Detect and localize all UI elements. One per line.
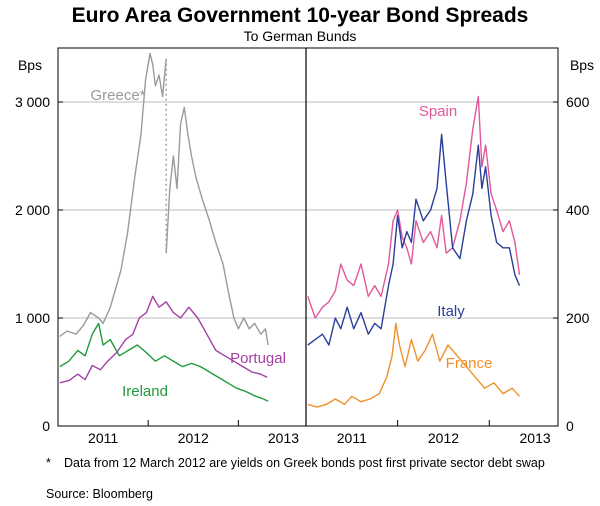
xtick-label-left-0: 2011 (88, 430, 118, 446)
series-label-right-0: Spain (419, 103, 457, 120)
plot-area: 0 1 000 2 000 3 000 Bps 2011 2012 2013 Greece* Po… (15, 47, 594, 446)
xtick-label-left-1: 2012 (178, 430, 209, 446)
ytick-label-right-3: 600 (566, 94, 590, 110)
series-line-left-3 (59, 295, 268, 384)
series-label-right-2: France (446, 355, 493, 372)
xtick-label-right-0: 2011 (337, 430, 367, 446)
chart-frame (57, 47, 559, 427)
series-label-left-0: Greece* (90, 87, 145, 104)
series-label-right-1: Italy (437, 303, 465, 320)
footnote-marker: * (46, 456, 51, 470)
series-line-right-0 (307, 95, 521, 319)
chart-subtitle: To German Bunds (244, 28, 357, 44)
chart-title: Euro Area Government 10-year Bond Spread… (72, 4, 529, 27)
series-line-right-1 (307, 133, 521, 346)
ytick-label-right-0: 0 (566, 418, 574, 434)
series-label-left-3: Portugal (230, 350, 286, 367)
series-line-left-4 (59, 322, 269, 402)
footnote-text: Data from 12 March 2012 are yields on Gr… (64, 456, 545, 470)
ytick-label-left-2: 2 000 (15, 202, 50, 218)
ytick-label-left-3: 3 000 (15, 94, 50, 110)
ylabel-left: Bps (18, 57, 42, 73)
ytick-label-right-2: 400 (566, 202, 590, 218)
ytick-label-left-0: 0 (42, 418, 50, 434)
xtick-label-right-1: 2012 (428, 430, 459, 446)
ytick-label-right-1: 200 (566, 310, 590, 326)
source-note: Source: Bloomberg (46, 487, 154, 501)
series-label-left-4: Ireland (122, 383, 168, 400)
series-line-left-0 (59, 52, 167, 337)
ytick-label-left-1: 1 000 (15, 310, 50, 326)
xtick-label-left-2: 2013 (268, 430, 299, 446)
xtick-label-right-2: 2013 (520, 430, 551, 446)
series-line-right-2 (307, 322, 521, 408)
ylabel-right: Bps (570, 57, 594, 73)
series-line-left-2 (165, 106, 269, 346)
